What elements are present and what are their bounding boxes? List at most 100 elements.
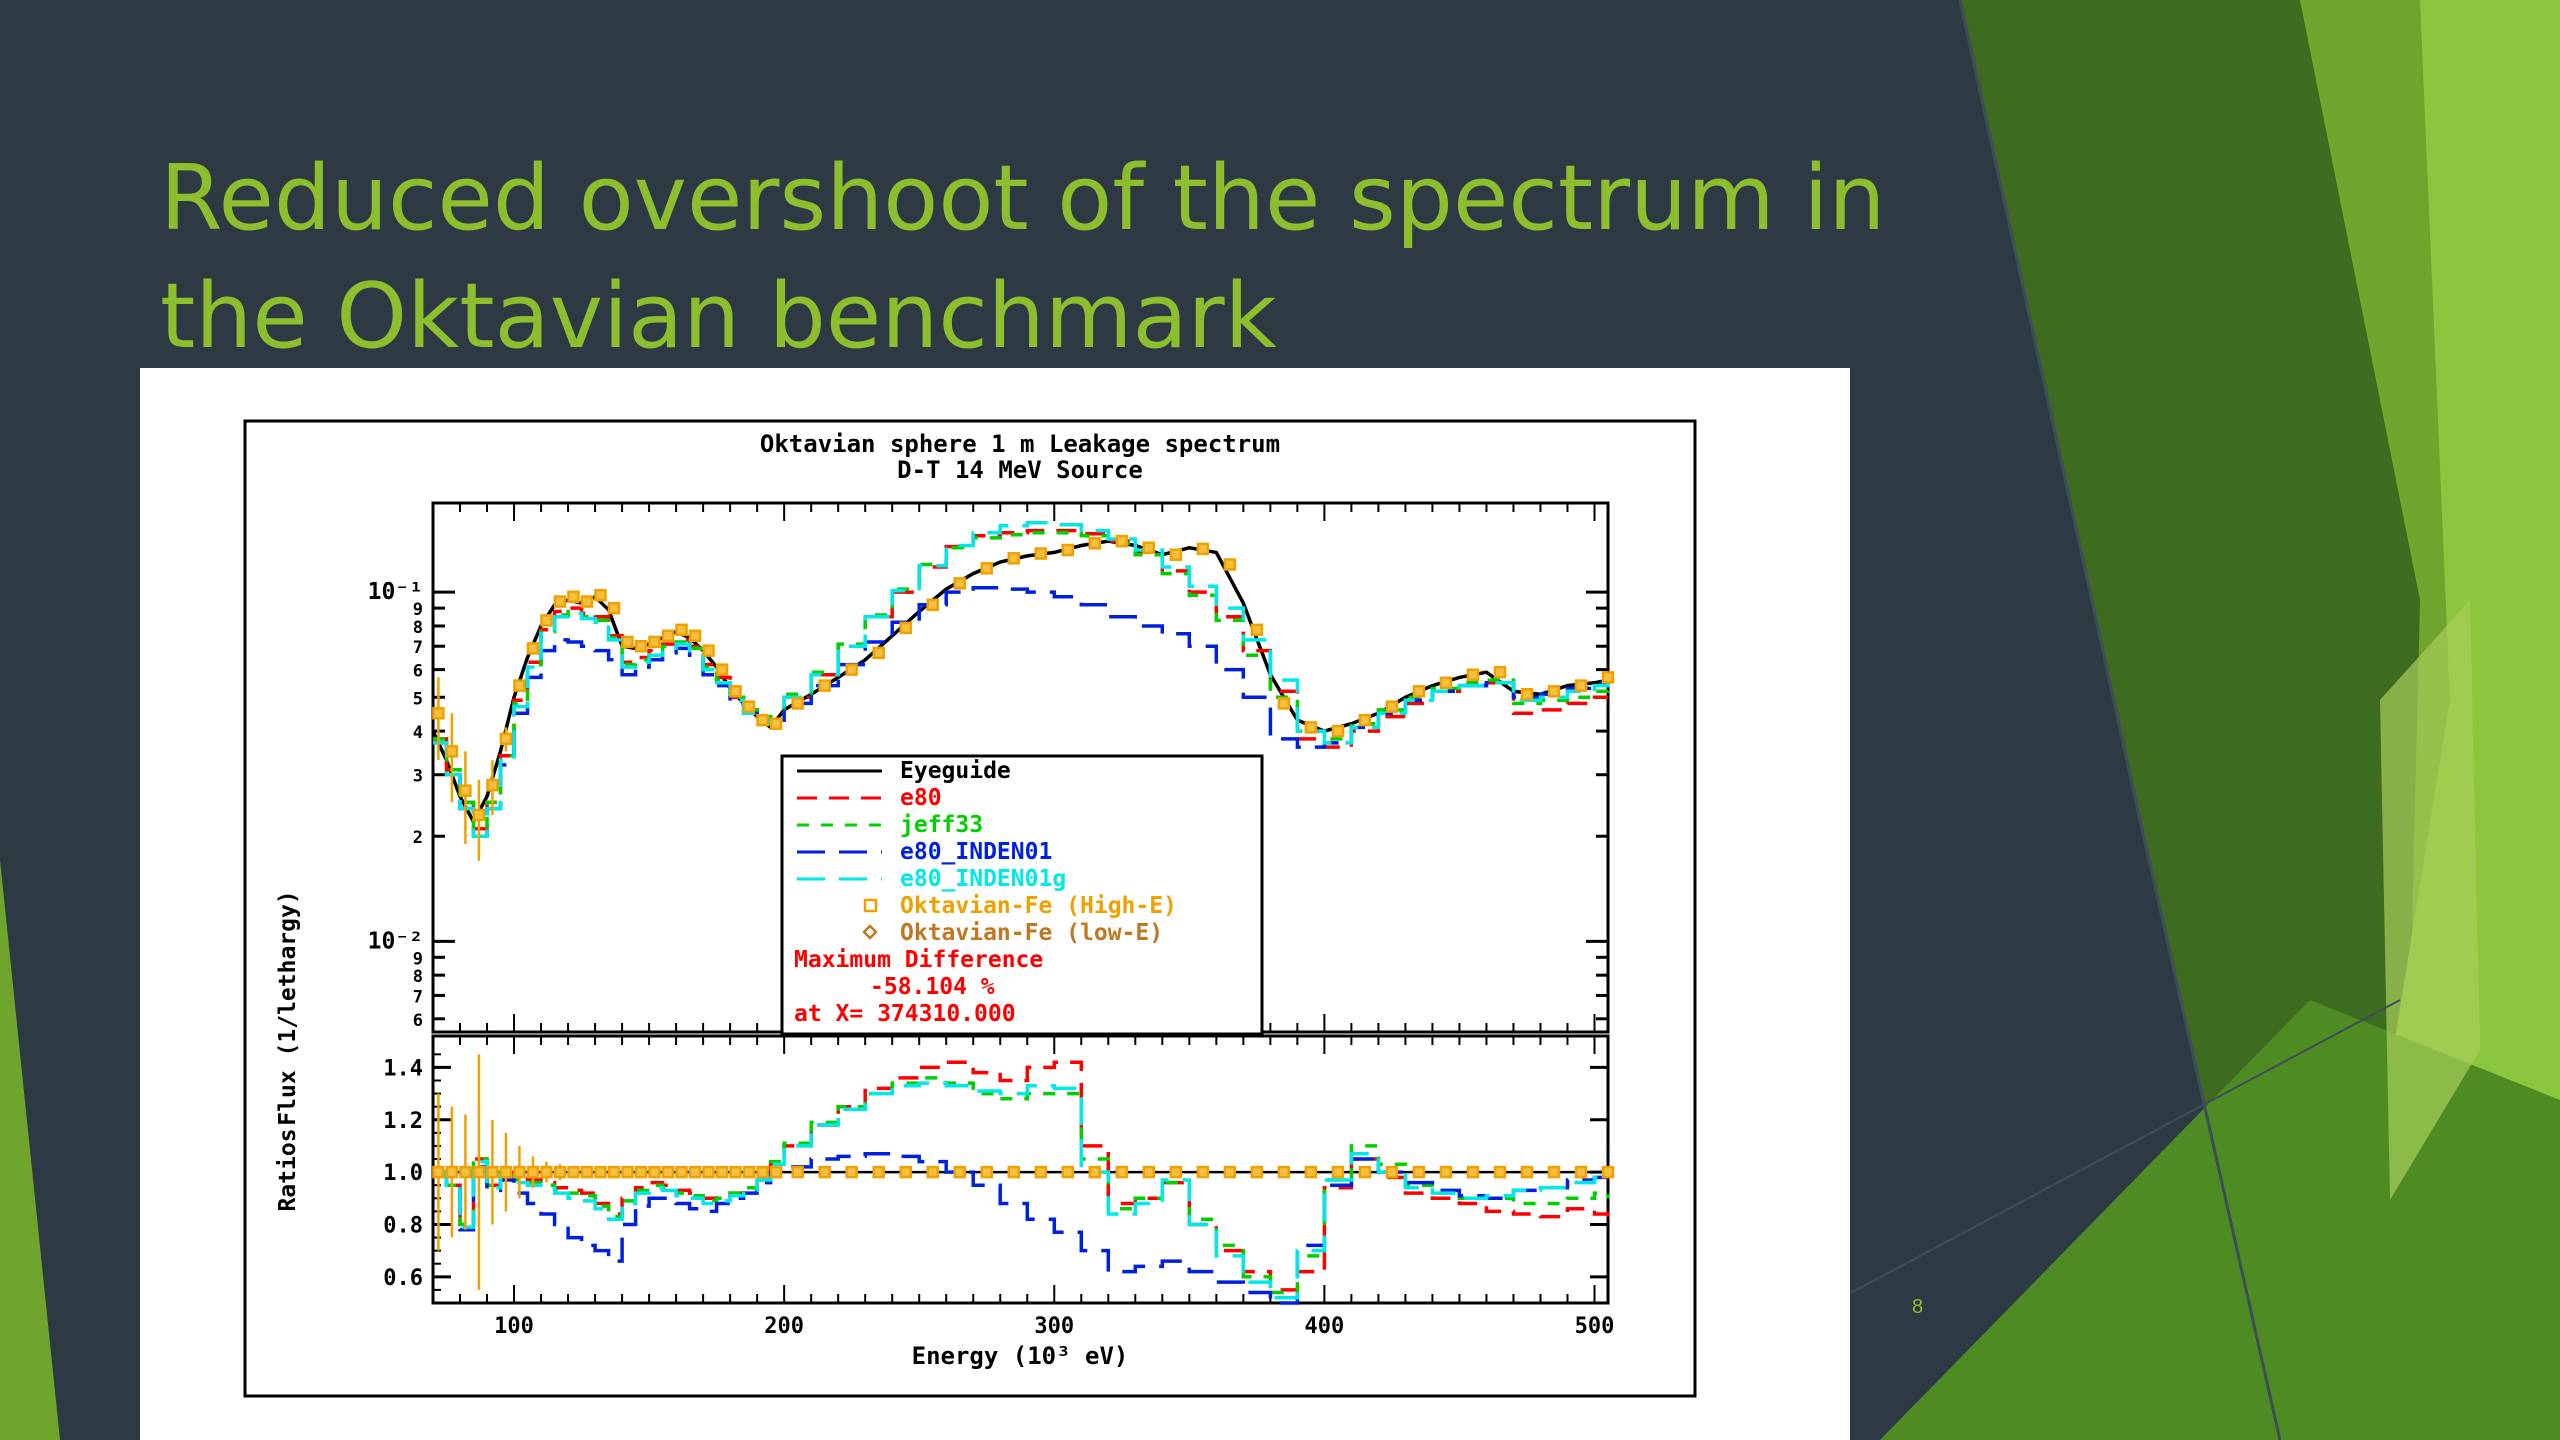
ratio-point-oktavian-fe-high-e — [1439, 1165, 1453, 1179]
upper-ytick-label: 8 — [413, 618, 423, 638]
data-point-oktavian-fe-high-e — [845, 663, 858, 676]
data-point-oktavian-fe-high-e — [1088, 537, 1102, 550]
data-point-oktavian-fe-high-e — [791, 697, 804, 710]
data-point-oktavian-fe-high-e — [769, 717, 783, 730]
data-point-oktavian-fe-high-e — [1034, 547, 1048, 560]
upper-ytick-label: 3 — [413, 767, 423, 787]
ratio-point-oktavian-fe-high-e — [634, 1165, 648, 1179]
xtick-label: 300 — [1034, 1314, 1074, 1339]
lower-plot-area: 1.4 1.2 1.0 0.8 0.6 100 200 300 400 500 — [383, 1034, 1615, 1339]
bg-shape-highlight — [2380, 600, 2480, 1200]
upper-ytick-label: 6 — [413, 1011, 423, 1031]
data-point-oktavian-fe-high-e — [540, 614, 553, 627]
series-line-e80 — [433, 528, 1608, 831]
data-point-oktavian-fe-high-e — [567, 590, 580, 604]
ratio-point-oktavian-fe-high-e — [513, 1165, 526, 1179]
ratio-point-oktavian-fe-high-e — [1115, 1165, 1129, 1179]
ratio-point-oktavian-fe-high-e — [675, 1165, 688, 1179]
data-point-oktavian-fe-high-e — [729, 685, 742, 698]
legend-marker-diamond — [862, 924, 878, 940]
upper-ytick-label: 8 — [413, 967, 423, 987]
ratio-point-oktavian-fe-high-e — [540, 1165, 553, 1179]
legend-entry: e80_INDEN01 — [900, 839, 1052, 865]
ratio-point-oktavian-fe-high-e — [432, 1165, 445, 1179]
upper-ytick-label: 2 — [413, 828, 423, 848]
data-point-oktavian-fe-high-e — [607, 601, 621, 615]
ratio-point-oktavian-fe-high-e — [1385, 1165, 1399, 1179]
legend-marker-square — [863, 898, 878, 913]
legend-entry: jeff33 — [900, 812, 983, 838]
upper-ytick-label: 9 — [413, 949, 423, 969]
data-point-oktavian-fe-high-e — [661, 629, 675, 643]
upper-ytick-label: 5 — [413, 689, 423, 709]
data-point-oktavian-fe-high-e — [953, 577, 966, 590]
data-point-oktavian-fe-high-e — [445, 745, 459, 758]
oktavian-chart: Oktavian sphere 1 m Leakage spectrum D-T… — [243, 419, 1697, 1398]
ratio-point-oktavian-fe-high-e — [818, 1165, 831, 1179]
data-point-oktavian-fe-high-e — [926, 598, 939, 612]
legend-max-diff-title: Maximum Difference — [794, 947, 1043, 973]
data-point-oktavian-fe-high-e — [688, 629, 702, 643]
data-point-oktavian-fe-high-e — [742, 700, 756, 713]
ratio-point-oktavian-fe-high-e — [1088, 1165, 1102, 1179]
legend-max-diff-value: -58.104 % — [870, 974, 995, 1000]
ratio-point-oktavian-fe-high-e — [1034, 1165, 1048, 1179]
data-point-oktavian-fe-high-e — [1250, 623, 1264, 637]
legend-entry: e80_INDEN01g — [900, 866, 1066, 892]
data-point-oktavian-fe-high-e — [1304, 721, 1318, 734]
upper-ytick-label: 4 — [413, 723, 423, 743]
data-point-oktavian-fe-high-e — [1439, 676, 1453, 690]
xtick-label: 500 — [1575, 1314, 1615, 1339]
data-point-oktavian-fe-high-e — [1196, 542, 1210, 556]
data-point-oktavian-fe-high-e — [553, 595, 567, 608]
data-point-oktavian-fe-high-e — [1520, 688, 1534, 701]
data-point-oktavian-fe-high-e — [1142, 541, 1156, 555]
data-point-oktavian-fe-high-e — [818, 679, 831, 692]
ratio-point-oktavian-fe-high-e — [486, 1165, 499, 1179]
data-point-oktavian-fe-high-e — [1547, 685, 1561, 698]
upper-ytick-label: 7 — [413, 987, 423, 1007]
legend-entry: e80 — [900, 785, 942, 811]
ratio-point-oktavian-fe-high-e — [791, 1165, 804, 1179]
xtick-label: 100 — [494, 1314, 534, 1339]
data-point-oktavian-fe-high-e — [872, 646, 885, 660]
ratio-line-e80-inden01 — [433, 1152, 1608, 1305]
ratio-line-e80-inden01g — [433, 1081, 1610, 1300]
legend-max-diff-at: at X= 374310.000 — [794, 1001, 1016, 1027]
data-point-oktavian-fe-high-e — [675, 623, 688, 637]
data-point-oktavian-fe-high-e — [432, 706, 445, 720]
ratio-point-oktavian-fe-high-e — [661, 1165, 675, 1179]
ratio-point-oktavian-fe-high-e — [756, 1165, 769, 1179]
data-point-oktavian-fe-high-e — [1115, 534, 1129, 548]
data-point-oktavian-fe-high-e — [1061, 543, 1075, 557]
data-point-oktavian-fe-high-e — [1385, 700, 1399, 713]
legend-entry: Oktavian-Fe (High-E) — [900, 893, 1177, 919]
data-point-oktavian-fe-high-e — [1601, 671, 1615, 684]
xtick-label: 200 — [764, 1314, 804, 1339]
data-point-oktavian-fe-high-e — [1223, 558, 1237, 571]
ratio-point-oktavian-fe-high-e — [621, 1165, 634, 1179]
ratio-point-oktavian-fe-high-e — [742, 1165, 756, 1179]
ratio-point-oktavian-fe-high-e — [1412, 1165, 1426, 1179]
ratio-point-oktavian-fe-high-e — [1331, 1165, 1345, 1179]
data-point-oktavian-fe-high-e — [472, 808, 486, 822]
ratio-point-oktavian-fe-high-e — [567, 1165, 580, 1179]
ratio-point-oktavian-fe-high-e — [1493, 1165, 1507, 1179]
ratio-point-oktavian-fe-high-e — [553, 1165, 567, 1179]
ratio-point-oktavian-fe-high-e — [1601, 1165, 1615, 1179]
lower-ytick-label: 0.6 — [383, 1266, 423, 1291]
legend-entry: Eyeguide — [900, 758, 1011, 784]
data-point-oktavian-fe-high-e — [621, 635, 634, 649]
ratio-point-oktavian-fe-high-e — [926, 1165, 939, 1179]
ratio-point-oktavian-fe-high-e — [526, 1165, 540, 1179]
ratio-point-oktavian-fe-high-e — [899, 1165, 912, 1179]
data-point-oktavian-fe-high-e — [526, 642, 540, 655]
legend-box — [780, 754, 1264, 1036]
data-point-oktavian-fe-high-e — [499, 732, 513, 746]
ratio-point-oktavian-fe-high-e — [715, 1165, 729, 1179]
ratio-point-oktavian-fe-high-e — [648, 1165, 661, 1179]
data-point-oktavian-fe-high-e — [899, 621, 912, 635]
slide-page-number: 8 — [1912, 1296, 1924, 1318]
lower-ytick-label: 1.0 — [383, 1161, 423, 1186]
data-point-oktavian-fe-high-e — [1574, 679, 1588, 692]
